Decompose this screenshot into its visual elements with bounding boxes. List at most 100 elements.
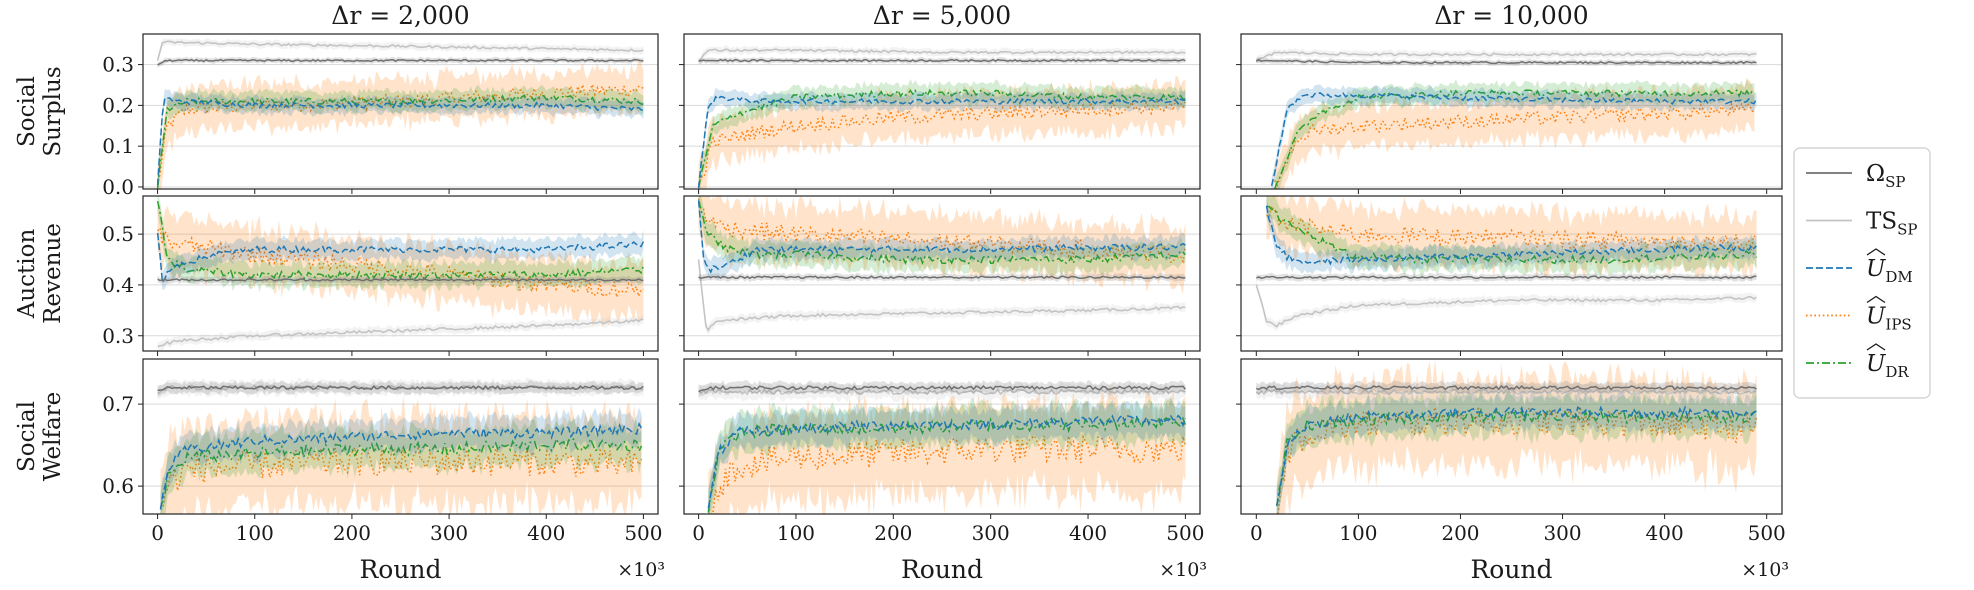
- y-tick-label: 0.6: [102, 474, 134, 498]
- series-line-dm: [1275, 404, 1757, 506]
- band-ips: [160, 395, 642, 514]
- column-title: Δr = 5,000: [873, 1, 1011, 30]
- series-line-dm: [156, 233, 645, 285]
- legend-sub: DM: [1885, 268, 1912, 286]
- series-line-omega: [698, 384, 1186, 393]
- x-tick-label: 500: [624, 521, 662, 545]
- plot-area: [1255, 196, 1758, 331]
- series-line-omega: [1256, 384, 1757, 391]
- band-dm: [1276, 388, 1757, 514]
- legend-label-dr: UDR: [1866, 351, 1909, 381]
- x-tick-label: 0: [1250, 521, 1263, 545]
- band-dm: [1266, 197, 1757, 275]
- column-title: Δr = 2,000: [331, 1, 469, 30]
- x-tick-label: 0: [151, 521, 164, 545]
- plot-area: [697, 196, 1187, 335]
- plot-area: [156, 37, 644, 189]
- legend-main: TS: [1866, 209, 1897, 235]
- band-ts: [157, 314, 644, 351]
- plot-area: [698, 379, 1187, 514]
- axes-frame: [142, 358, 659, 515]
- series-line-ts: [698, 388, 1186, 396]
- x-tick-label: 400: [1646, 521, 1684, 545]
- band-ips: [157, 202, 644, 328]
- series-line-dr: [1273, 88, 1755, 189]
- band-dm: [160, 406, 642, 514]
- x-tick-label: 100: [777, 521, 815, 545]
- x-tick-label: 300: [972, 521, 1010, 545]
- series-line-dm: [156, 97, 644, 186]
- plot-area: [697, 45, 1187, 189]
- band-omega: [1256, 379, 1757, 396]
- x-multiplier: ×10³: [1741, 559, 1789, 581]
- legend-frame: [1793, 147, 1931, 399]
- x-multiplier: ×10³: [617, 559, 665, 581]
- row-label: Auction Revenue: [14, 223, 66, 324]
- series-line-omega: [157, 58, 644, 66]
- plot-area: [1255, 359, 1758, 514]
- series-line-ips: [1274, 101, 1756, 187]
- series-line-ts: [697, 259, 1186, 332]
- plot-area: [156, 196, 645, 351]
- hat-mark: [1866, 295, 1886, 304]
- series-line-dm: [697, 95, 1186, 189]
- column-title: Δr = 10,000: [1434, 1, 1588, 30]
- axes-frame: [683, 33, 1201, 190]
- series-line-omega: [157, 384, 644, 392]
- row-label-line: Social: [14, 401, 40, 472]
- series-line-dr: [707, 416, 1187, 513]
- series-line-ips: [708, 434, 1187, 513]
- band-dr: [698, 78, 1186, 189]
- band-dm: [698, 196, 1186, 281]
- legend-sub: SP: [1897, 221, 1917, 239]
- series-line-omega: [1255, 59, 1757, 65]
- axes-frame: [1240, 358, 1783, 515]
- y-tick-label: 0.3: [102, 324, 134, 348]
- band-ts: [1256, 279, 1757, 331]
- series-line-dm: [1270, 91, 1758, 186]
- band-dr: [698, 196, 1186, 277]
- x-axis-label: Round: [359, 555, 441, 584]
- y-tick-label: 0.7: [102, 392, 134, 416]
- series-line-omega: [157, 277, 644, 282]
- series-line-dm: [1265, 205, 1757, 266]
- series-line-ips: [157, 226, 644, 300]
- legend-label-ips: UIPS: [1866, 304, 1912, 334]
- band-dm: [1271, 84, 1757, 189]
- plot-area: [157, 377, 644, 514]
- row-label-line: Auction: [14, 229, 40, 320]
- y-tick-label: 0.1: [102, 134, 134, 158]
- band-omega: [1256, 57, 1757, 67]
- x-tick-label: 200: [333, 521, 371, 545]
- axes-frame: [142, 33, 659, 190]
- series-line-ts: [1255, 388, 1757, 396]
- band-ts: [698, 254, 1186, 335]
- series-line-ts: [1255, 51, 1757, 61]
- band-omega: [157, 56, 644, 68]
- legend-main: U: [1866, 351, 1887, 377]
- band-ips: [157, 60, 644, 189]
- axes-frame: [1240, 195, 1783, 352]
- band-dm: [157, 88, 644, 189]
- x-tick-label: 400: [1069, 521, 1107, 545]
- legend-main: U: [1866, 304, 1887, 330]
- series-line-omega: [698, 275, 1186, 280]
- x-tick-label: 200: [1441, 521, 1479, 545]
- x-tick-label: 300: [1543, 521, 1581, 545]
- legend-main: U: [1866, 256, 1887, 282]
- series-line-dr: [1266, 205, 1758, 265]
- axes-frame: [683, 195, 1201, 352]
- y-tick-label: 0.5: [102, 222, 134, 246]
- series-line-ips: [1266, 203, 1758, 253]
- x-tick-label: 0: [692, 521, 705, 545]
- row-label: Social Surplus: [14, 66, 66, 156]
- row-label-line: Revenue: [40, 223, 66, 324]
- series-line-ts: [157, 318, 644, 348]
- series-line-dr: [156, 200, 645, 281]
- hat-mark: [1866, 248, 1886, 256]
- x-axis-label: Round: [1470, 555, 1552, 584]
- series-line-ts: [698, 48, 1186, 63]
- x-tick-label: 100: [1339, 521, 1377, 545]
- x-tick-label: 100: [236, 521, 274, 545]
